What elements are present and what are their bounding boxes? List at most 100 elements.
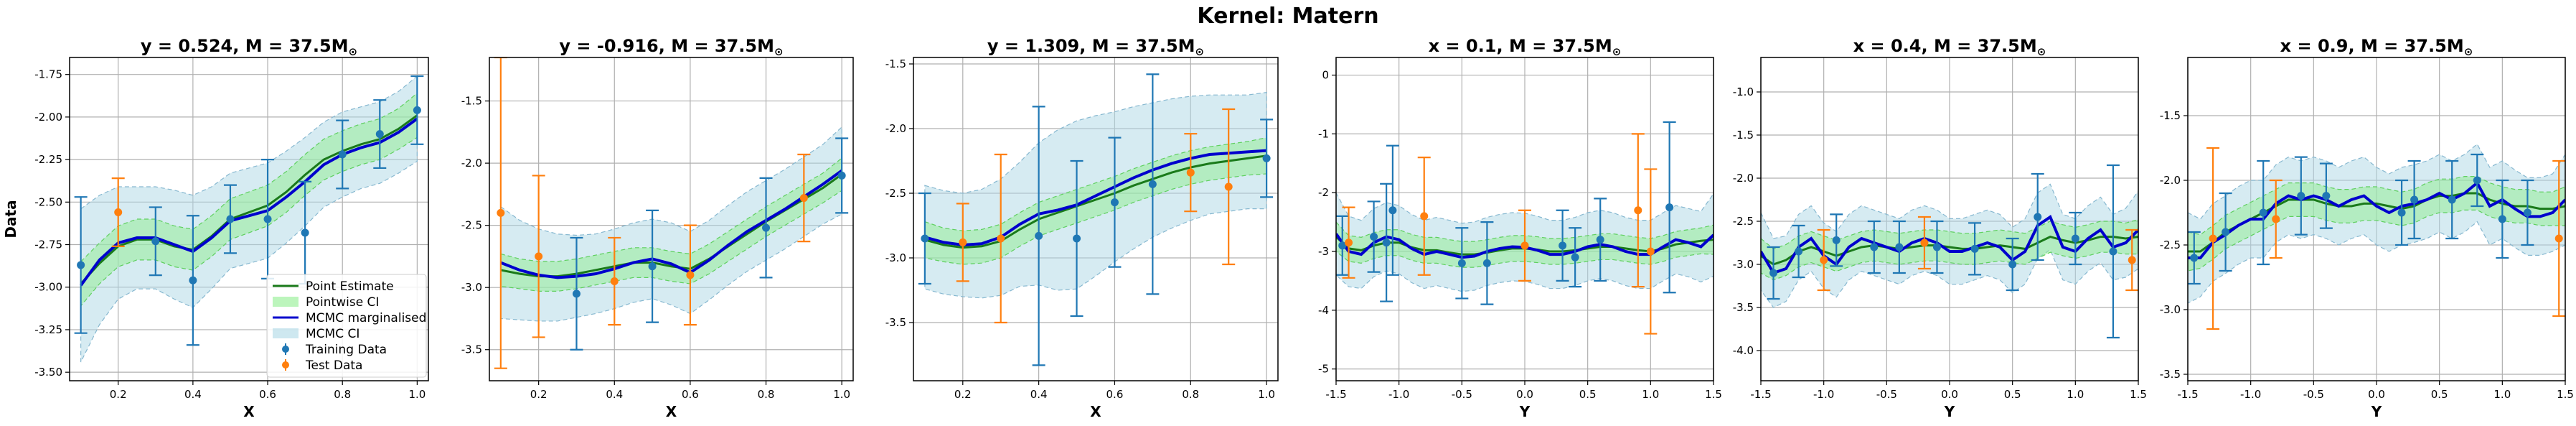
- x-tick-label: 0.5: [1579, 388, 1597, 401]
- test-point: [111, 177, 125, 247]
- legend-entry: MCMC marginalised: [273, 311, 426, 325]
- data-marker: [1932, 243, 1941, 251]
- training-point: [223, 184, 237, 254]
- chart-title: x = 0.4, M = 37.5M⊙: [1853, 36, 2046, 58]
- data-marker: [1920, 239, 1929, 247]
- training-point: [2521, 179, 2534, 246]
- data-marker: [1148, 180, 1157, 188]
- mcmc-line: [924, 149, 1267, 247]
- training-point: [1032, 106, 1045, 366]
- training-point: [1336, 215, 1349, 276]
- panels: 0.2 0.4 0.6 0.8 1.0-3.50-3.25-3.00-2.75-2.50…: [2, 36, 2574, 420]
- data-marker: [2272, 215, 2280, 223]
- data-marker: [1345, 239, 1353, 247]
- x-tick-label: 0.8: [334, 388, 351, 401]
- x-tick-label: 1.0: [1642, 388, 1659, 401]
- y-tick-label: -3.5: [885, 316, 906, 329]
- chart-title: y = -0.916, M = 37.5M⊙: [559, 36, 783, 58]
- training-point: [2471, 153, 2484, 208]
- test-point: [2125, 228, 2138, 292]
- y-tick-label: -2.50: [34, 195, 62, 208]
- training-point: [149, 206, 162, 277]
- data-marker: [837, 171, 846, 180]
- x-axis-label: Y: [1944, 403, 1955, 420]
- legend-label: Point Estimate: [306, 279, 394, 294]
- data-marker: [799, 194, 808, 203]
- data-marker: [535, 252, 543, 261]
- chart-panel: 0.2 0.4 0.6 0.8 1.0 -3.50 -3.25 -3.00 -2.75 -2.50…: [2, 36, 429, 420]
- test-point: [956, 203, 969, 282]
- data-marker: [1559, 241, 1567, 250]
- y-axis-label: Data: [2, 200, 19, 238]
- data-marker: [1634, 206, 1642, 215]
- x-tick-label: 1.5: [2557, 388, 2574, 401]
- x-tick-label: 0.5: [2004, 388, 2021, 401]
- x-tick-label: 0.0: [1516, 388, 1533, 401]
- training-point: [2395, 179, 2409, 246]
- point-estimate-line: [80, 114, 418, 285]
- test-point: [1417, 156, 1431, 276]
- test-point: [2206, 147, 2220, 330]
- training-point: [74, 196, 88, 334]
- test-point: [994, 153, 1007, 324]
- test-point: [494, 57, 507, 369]
- plot-area: [918, 73, 1274, 366]
- data-marker: [1457, 259, 1466, 267]
- x-tick-label: -0.5: [1452, 388, 1472, 401]
- plot-area: [1761, 164, 2138, 339]
- y-tick-label: -2.00: [34, 111, 62, 124]
- x-tick-label: 0.6: [682, 388, 699, 401]
- training-point: [1367, 200, 1381, 273]
- chart-panel: 0.2 0.4 0.6 0.8 1.0 -3.5 -3.0 -2.5 -2.0 -1.5 y = 1…: [885, 36, 1279, 420]
- y-tick-label: -1.5: [2160, 109, 2181, 122]
- data-marker: [1073, 234, 1081, 243]
- mcmc-line: [80, 117, 418, 287]
- training-point: [2407, 159, 2421, 240]
- data-marker: [2297, 192, 2305, 200]
- training-point: [1455, 227, 1469, 300]
- x-tick-label: 1.5: [2130, 388, 2147, 401]
- x-tick-label: -1.0: [1388, 388, 1409, 401]
- training-point: [2257, 159, 2270, 266]
- data-marker: [189, 276, 197, 284]
- y-tick-label: -2.0: [2160, 174, 2181, 187]
- training-point: [1767, 246, 1780, 300]
- data-marker: [1646, 247, 1655, 256]
- data-marker: [1832, 236, 1841, 244]
- legend-swatch: [273, 297, 299, 307]
- axes-frame: [69, 57, 429, 381]
- x-tick-label: 0.8: [1182, 388, 1199, 401]
- data-marker: [497, 208, 505, 217]
- x-tick-label: 0.6: [259, 388, 276, 401]
- chart-title: y = 1.309, M = 37.5M⊙: [987, 36, 1204, 58]
- training-point: [570, 236, 583, 351]
- x-tick-label: 0.2: [110, 388, 127, 401]
- test-point: [608, 236, 621, 326]
- test-point: [1222, 108, 1236, 266]
- x-tick-label: 0.4: [606, 388, 623, 401]
- chart-panel: 0.2 0.4 0.6 0.8 1.0 -3.5 -3.0 -2.5 -2.0 -1.5 y = -…: [461, 36, 854, 420]
- legend-entry: MCMC CI: [273, 327, 359, 341]
- test-point: [1518, 209, 1531, 282]
- training-point: [1260, 119, 1274, 198]
- y-tick-label: -2.5: [1733, 215, 1754, 228]
- data-marker: [338, 150, 347, 159]
- test-point: [1817, 228, 1830, 292]
- data-marker: [1571, 253, 1579, 261]
- data-marker: [413, 106, 421, 114]
- training-point: [2006, 237, 2019, 292]
- data-marker: [1520, 241, 1529, 250]
- x-tick-label: 0.2: [530, 388, 547, 401]
- training-point: [2219, 192, 2232, 272]
- legend-label: Test Data: [305, 358, 362, 373]
- legend-entry: Pointwise CI: [273, 295, 379, 310]
- x-tick-label: 0.4: [184, 388, 202, 401]
- data-marker: [1186, 168, 1195, 177]
- training-point: [646, 209, 659, 323]
- test-point: [1644, 168, 1658, 335]
- test-point: [683, 224, 697, 326]
- data-marker: [226, 215, 235, 223]
- y-tick-label: -3.0: [2160, 303, 2181, 316]
- data-marker: [2071, 234, 2079, 243]
